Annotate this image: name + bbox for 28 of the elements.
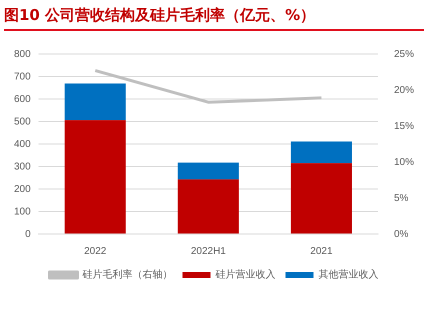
- y2-tick-label: 0%: [394, 228, 409, 240]
- x-tick-label: 2022H1: [190, 246, 226, 257]
- x-tick-label: 2021: [310, 246, 333, 257]
- bar: [178, 179, 239, 234]
- bar: [178, 162, 239, 180]
- bar: [290, 142, 352, 164]
- y-tick-label: 300: [14, 161, 32, 172]
- legend-label: 其他营业收入: [318, 268, 378, 281]
- y2-tick-label: 5%: [394, 192, 409, 204]
- chart-title: 图10 公司营收结构及硅片毛利率（亿元、%）: [4, 6, 424, 31]
- legend-label: 硅片毛利率（右轴）: [82, 268, 172, 281]
- y2-tick-label: 25%: [394, 48, 414, 60]
- x-tick-label: 2022: [84, 246, 107, 257]
- bar: [290, 163, 352, 234]
- bar: [64, 83, 126, 120]
- y-tick-label: 400: [14, 138, 32, 150]
- y-tick-label: 600: [14, 94, 32, 105]
- bar: [64, 120, 126, 234]
- y-tick-label: 800: [14, 48, 32, 60]
- y2-tick-label: 15%: [394, 120, 414, 132]
- y-tick-label: 0: [25, 228, 32, 240]
- y-tick-label: 500: [14, 116, 32, 128]
- y-tick-label: 100: [14, 206, 32, 218]
- y-tick-label: 700: [14, 71, 32, 82]
- y-tick-label: 200: [14, 184, 32, 195]
- legend-label: 硅片营业收入: [214, 268, 276, 281]
- y2-tick-label: 10%: [394, 156, 414, 168]
- y2-tick-label: 20%: [394, 84, 414, 96]
